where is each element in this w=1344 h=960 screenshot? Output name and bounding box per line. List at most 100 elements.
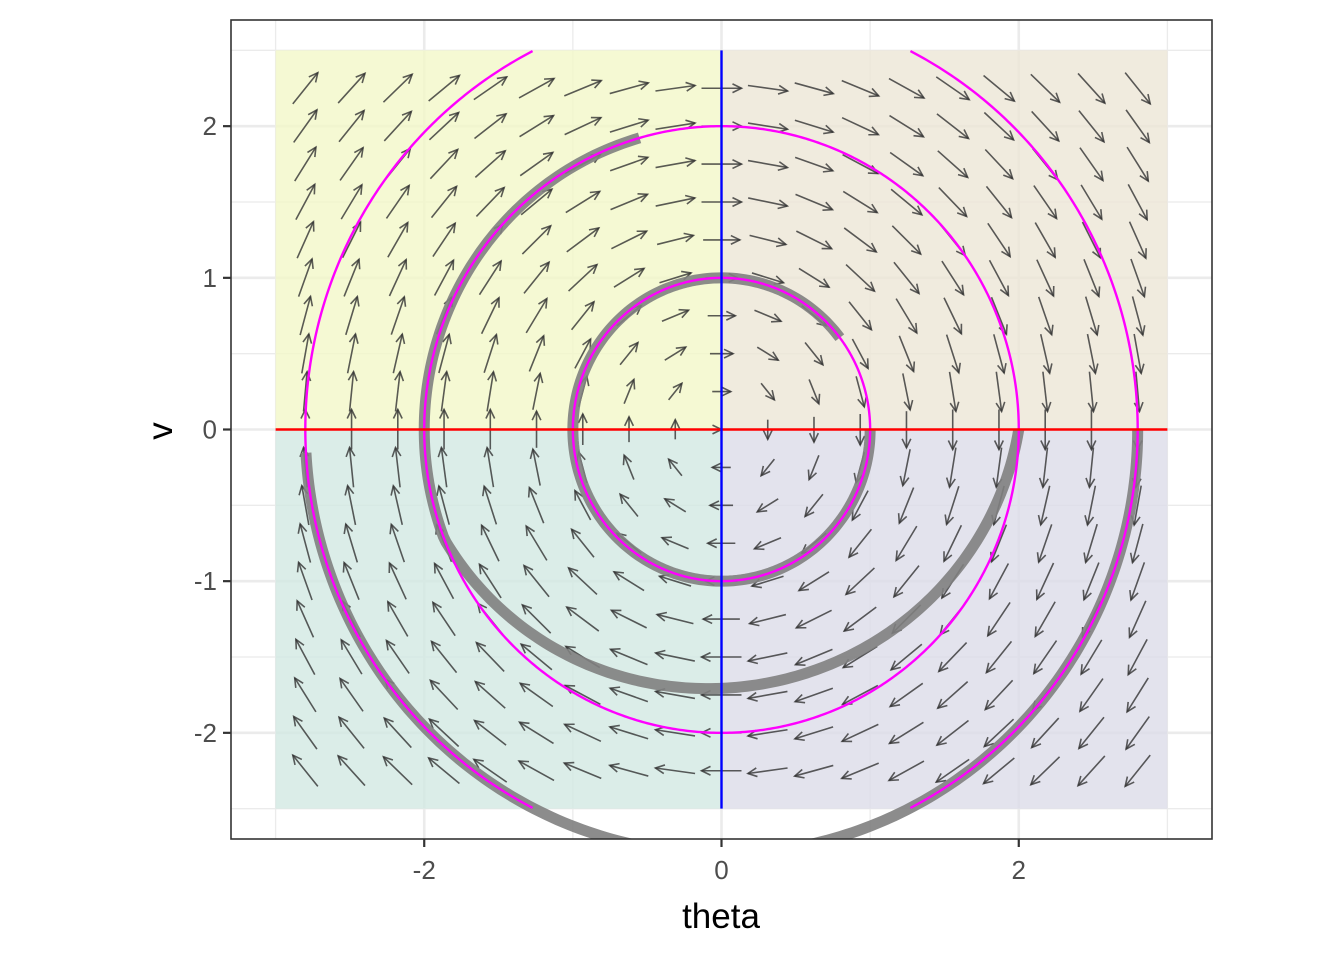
field-arrow-head xyxy=(675,346,688,357)
field-arrow-shaft xyxy=(564,116,602,136)
field-arrow-head xyxy=(808,432,820,444)
field-arrow-head xyxy=(496,75,509,86)
field-arrow-shaft xyxy=(1080,184,1103,220)
field-arrow-head xyxy=(840,733,853,743)
field-arrow xyxy=(844,567,875,596)
field-arrow xyxy=(385,639,410,674)
field-arrow-shaft xyxy=(340,184,363,220)
field-arrow-shaft xyxy=(1131,296,1144,336)
field-arrow-head xyxy=(864,281,876,293)
field-arrow-shaft xyxy=(568,567,598,596)
field-arrow xyxy=(1126,146,1150,183)
field-arrow-shaft xyxy=(1034,601,1056,637)
field-arrow xyxy=(653,764,696,775)
field-arrow-head xyxy=(348,332,359,344)
field-arrow-head xyxy=(958,129,970,140)
field-arrow-shaft xyxy=(296,221,315,259)
field-arrow-shaft xyxy=(483,334,498,373)
field-arrow-head xyxy=(730,234,742,245)
field-arrow xyxy=(655,611,694,625)
field-arrow-head xyxy=(844,584,856,596)
field-arrow xyxy=(747,159,790,172)
field-arrow xyxy=(794,156,835,173)
field-arrow-head xyxy=(1124,739,1136,751)
field-arrow-shaft xyxy=(483,486,498,525)
field-arrow-head xyxy=(401,110,413,122)
field-arrow-shaft xyxy=(935,758,970,783)
field-arrow-shaft xyxy=(338,110,365,143)
field-arrow-shaft xyxy=(754,309,782,322)
field-arrow-shaft xyxy=(478,260,502,296)
field-arrow-head xyxy=(995,401,1006,414)
field-arrow-shaft xyxy=(486,371,495,412)
field-arrow-shaft xyxy=(293,716,318,750)
field-arrow xyxy=(563,79,603,97)
field-arrow-shaft xyxy=(747,197,788,207)
field-arrow xyxy=(747,84,790,95)
field-arrow-shaft xyxy=(388,562,407,600)
field-arrow-shaft xyxy=(295,638,316,676)
field-arrow-shaft xyxy=(1078,716,1105,749)
field-arrow-head xyxy=(822,163,835,173)
field-arrow xyxy=(622,453,635,480)
field-arrow xyxy=(795,193,835,212)
field-arrow-head xyxy=(562,723,575,733)
field-arrow xyxy=(794,609,832,629)
field-arrow-head xyxy=(1049,131,1060,143)
field-arrow xyxy=(339,146,365,181)
field-arrow xyxy=(987,222,1012,259)
field-arrow xyxy=(519,151,555,177)
field-arrow xyxy=(430,639,458,674)
field-arrow-head xyxy=(1034,626,1044,639)
field-arrow-head xyxy=(949,401,960,414)
field-arrow xyxy=(995,371,1006,414)
field-arrow-shaft xyxy=(656,613,694,625)
field-arrow xyxy=(475,186,506,217)
field-arrow xyxy=(433,258,455,296)
field-arrow-head xyxy=(793,731,805,742)
field-arrow-shaft xyxy=(385,640,410,674)
field-arrow xyxy=(935,76,971,101)
field-arrow-shaft xyxy=(430,185,458,219)
y-tick-label: 1 xyxy=(203,263,217,293)
field-arrow-shaft xyxy=(843,606,877,632)
field-arrow-shaft xyxy=(438,485,450,525)
field-arrow-head xyxy=(936,698,948,710)
field-arrow xyxy=(340,638,363,675)
field-arrow-head xyxy=(1140,93,1152,106)
field-arrow-head xyxy=(385,639,396,651)
field-arrow-shaft xyxy=(480,297,500,335)
field-arrow-shaft xyxy=(623,454,635,480)
field-arrow-head xyxy=(951,362,962,375)
field-arrow-head xyxy=(684,194,697,205)
field-arrow-head xyxy=(431,600,442,613)
field-arrow xyxy=(840,762,880,780)
field-arrow-head xyxy=(868,126,881,136)
field-arrow xyxy=(1078,678,1104,713)
field-arrow-head xyxy=(999,285,1010,298)
field-arrow xyxy=(473,719,507,746)
field-arrow xyxy=(936,113,970,140)
field-arrow-shaft xyxy=(428,111,460,141)
field-arrow-head xyxy=(1078,701,1090,713)
field-arrow-shaft xyxy=(392,333,404,374)
field-arrow-shaft xyxy=(1133,485,1142,526)
field-arrow-shaft xyxy=(808,379,820,405)
field-arrow-shaft xyxy=(1042,447,1049,488)
field-arrow-shaft xyxy=(889,151,924,177)
field-arrow-head xyxy=(818,278,831,289)
field-arrow xyxy=(667,457,683,477)
field-arrow-head xyxy=(777,84,790,95)
field-arrow-shaft xyxy=(346,485,357,526)
field-arrow-shaft xyxy=(523,261,550,294)
field-arrow-head xyxy=(792,768,805,779)
field-arrow-head xyxy=(430,639,441,652)
field-arrow-shaft xyxy=(525,298,548,334)
field-arrow xyxy=(937,642,968,673)
field-arrow-shaft xyxy=(345,523,359,563)
field-arrow-shaft xyxy=(798,267,830,288)
field-arrow-head xyxy=(480,523,490,536)
field-arrow-head xyxy=(543,114,556,125)
field-arrow xyxy=(891,225,922,256)
y-tick-labels: -2 -1 0 1 2 xyxy=(194,111,217,748)
